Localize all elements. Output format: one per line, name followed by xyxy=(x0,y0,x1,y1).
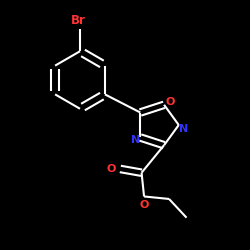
Text: Br: Br xyxy=(71,14,86,26)
Text: N: N xyxy=(179,124,188,134)
Text: N: N xyxy=(131,135,140,145)
Text: O: O xyxy=(140,200,149,210)
Text: O: O xyxy=(107,164,116,174)
Text: O: O xyxy=(166,97,175,107)
